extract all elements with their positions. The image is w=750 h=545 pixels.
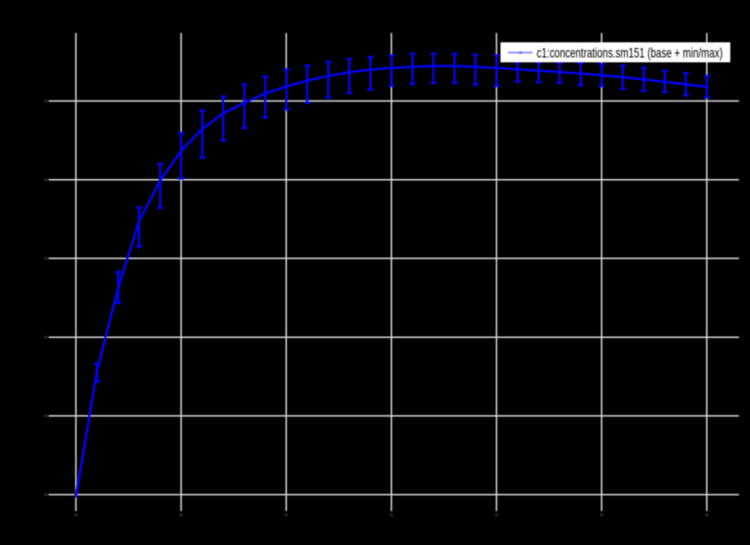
svg-text:c1:concentrations.sm151 (base: c1:concentrations.sm151 (base + min/max)	[537, 45, 723, 60]
